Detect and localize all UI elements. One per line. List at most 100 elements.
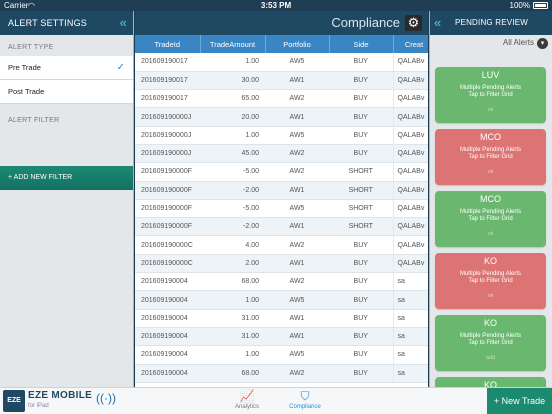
cell-tradeamount: 1.00: [200, 126, 265, 145]
table-row[interactable]: 201609190017 65.00 AW2 BUY QALABv: [135, 89, 428, 109]
column-header-tradeamount[interactable]: TradeAmount: [200, 35, 266, 53]
cell-tradeid: 201609190000F: [135, 181, 200, 200]
cell-tradeid: 201609190004: [135, 272, 200, 292]
cell-portfolio: AW2: [265, 144, 329, 164]
table-row[interactable]: 201609190000F -2.00 AW1 SHORT QALABv: [135, 217, 428, 237]
cell-tradeamount: 68.00: [200, 272, 265, 292]
cell-tradeid: 201609190017: [135, 71, 200, 91]
cell-created: QALABv: [393, 126, 428, 145]
table-row[interactable]: 201609190017 1.00 AW5 BUY QALABv: [135, 53, 428, 72]
cell-tradeamount: 20.00: [200, 107, 265, 127]
chart-icon: 📈: [239, 389, 255, 403]
alert-hint: Tap to Filter Grid: [468, 278, 513, 284]
column-header-created[interactable]: Creat: [393, 35, 428, 53]
cell-tradeid: 201609190000F: [135, 199, 200, 219]
alert-card[interactable]: LUV Multiple Pending Alerts Tap to Filter …: [435, 67, 546, 123]
alert-symbol: KO: [483, 318, 497, 328]
alert-hint: Tap to Filter Grid: [468, 92, 513, 98]
cell-side: SHORT: [329, 217, 394, 237]
table-row[interactable]: 201609190004 1.00 AW5 BUY sa: [135, 290, 428, 310]
alert-action[interactable]: ok: [487, 231, 494, 237]
table-row[interactable]: 201609190000C 2.00 AW1 BUY QALABv: [135, 254, 428, 274]
alert-action[interactable]: add: [485, 355, 496, 361]
cell-side: BUY: [329, 71, 394, 91]
cell-created: QALABv: [393, 181, 428, 200]
column-header-side[interactable]: Side: [329, 35, 394, 53]
cell-tradeamount: 2.00: [200, 254, 265, 274]
eze-logo: EZE: [3, 390, 25, 412]
alert-action[interactable]: ok: [487, 293, 494, 299]
table-row[interactable]: 201609190017 30.00 AW1 BUY QALABv: [135, 71, 428, 91]
cell-tradeid: 201609190000J: [135, 126, 200, 145]
alert-card[interactable]: MCO Multiple Pending Alerts Tap to Filter …: [435, 129, 546, 185]
cell-portfolio: AW2: [265, 364, 329, 383]
cell-side: BUY: [329, 107, 394, 127]
table-row[interactable]: 201609190000F -5.00 AW5 SHORT QALABv: [135, 199, 428, 219]
cell-portfolio: AW2: [265, 235, 329, 255]
cell-created: QALABv: [393, 162, 428, 182]
cell-tradeamount: 1.00: [200, 345, 265, 365]
all-alerts-filter[interactable]: All Alerts ▾: [430, 35, 552, 51]
tab-analytics[interactable]: 📈 Analytics: [225, 389, 269, 410]
cell-tradeamount: 1.00: [200, 53, 265, 72]
option-label: Pre Trade: [8, 63, 41, 72]
compliance-title: Compliance: [331, 15, 400, 30]
table-row[interactable]: 201609190004 68.00 AW2 BUY sa: [135, 272, 428, 292]
table-row[interactable]: 201609190004 1.00 AW5 BUY sa: [135, 345, 428, 365]
table-row[interactable]: 201609190004 68.00 AW2 BUY sa: [135, 364, 428, 383]
cell-tradeamount: 1.00: [200, 290, 265, 310]
cell-portfolio: AW1: [265, 254, 329, 274]
collapse-left-icon[interactable]: «: [119, 15, 127, 30]
table-row[interactable]: 201609190000C 4.00 AW2 BUY QALABv: [135, 235, 428, 255]
table-row[interactable]: 201609190004 31.00 AW1 BUY sa: [135, 327, 428, 347]
cell-portfolio: AW5: [265, 53, 329, 72]
table-row[interactable]: 201609190000J 45.00 AW2 BUY QALABv: [135, 144, 428, 164]
alert-symbol: MCO: [480, 194, 501, 204]
cell-created: sa: [393, 364, 428, 383]
alert-symbol: KO: [483, 256, 497, 266]
option-post-trade[interactable]: Post Trade: [0, 80, 133, 104]
cell-side: BUY: [329, 89, 394, 109]
cell-created: QALABv: [393, 107, 428, 127]
cell-side: SHORT: [329, 181, 394, 200]
cell-created: QALABv: [393, 71, 428, 91]
option-pre-trade[interactable]: Pre Trade ✓: [0, 56, 133, 80]
cell-portfolio: AW5: [265, 126, 329, 145]
cell-tradeamount: -2.00: [200, 217, 265, 237]
tab-label: Compliance: [289, 404, 321, 410]
new-trade-button[interactable]: + New Trade: [487, 388, 552, 414]
alert-action[interactable]: ok: [487, 169, 494, 175]
table-row[interactable]: 201609190004 31.00 AW1 BUY sa: [135, 309, 428, 328]
cell-tradeamount: -2.00: [200, 181, 265, 200]
tab-compliance[interactable]: ⛉ Compliance: [283, 389, 327, 410]
table-row[interactable]: 201609190000J 20.00 AW1 BUY QALABv: [135, 107, 428, 127]
table-row[interactable]: 201609190000F -5.00 AW2 SHORT QALABv: [135, 162, 428, 182]
carrier-label: Carrier: [4, 1, 29, 10]
alert-action[interactable]: ok: [487, 107, 494, 113]
column-header-portfolio[interactable]: Portfolio: [265, 35, 330, 53]
alert-symbol: MCO: [480, 132, 501, 142]
table-row[interactable]: 201609190000F -2.00 AW1 SHORT QALABv: [135, 181, 428, 200]
column-header-tradeid[interactable]: TradeId: [135, 35, 201, 53]
alert-card[interactable]: MCO Multiple Pending Alerts Tap to Filter …: [435, 191, 546, 247]
option-label: Post Trade: [8, 87, 45, 96]
cell-portfolio: AW1: [265, 217, 329, 237]
cell-tradeid: 201609190004: [135, 290, 200, 310]
chevron-down-icon: ▾: [537, 38, 548, 49]
alert-message: Multiple Pending Alerts: [459, 85, 522, 91]
battery-icon: [533, 2, 548, 9]
alert-hint: Tap to Filter Grid: [468, 216, 513, 222]
cell-created: QALABv: [393, 53, 428, 72]
alert-hint: Tap to Filter Grid: [468, 340, 513, 346]
cell-tradeid: 201609190000F: [135, 217, 200, 237]
table-row[interactable]: 201609190000J 1.00 AW5 BUY QALABv: [135, 126, 428, 145]
alert-message: Multiple Pending Alerts: [459, 209, 522, 215]
cell-tradeid: 201609190004: [135, 309, 200, 328]
cell-side: BUY: [329, 309, 394, 328]
add-new-filter-button[interactable]: + ADD NEW FILTER: [0, 166, 133, 190]
expand-right-icon[interactable]: «: [434, 15, 442, 30]
gear-icon[interactable]: ⚙: [405, 15, 422, 31]
